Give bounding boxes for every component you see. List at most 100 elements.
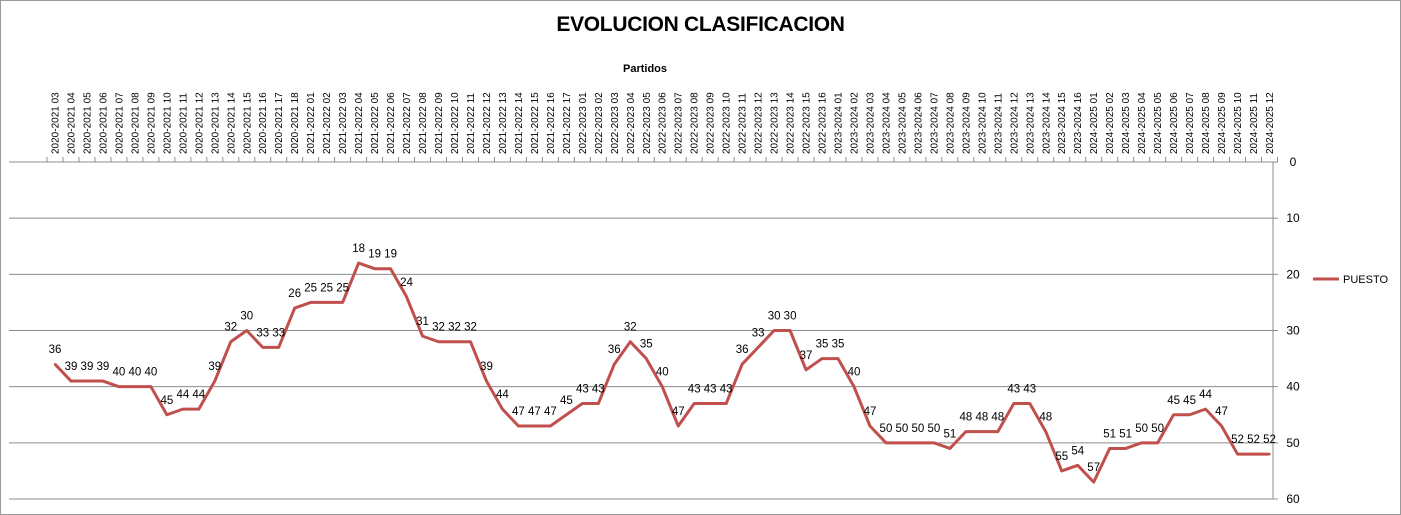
data-point xyxy=(309,301,312,304)
data-point xyxy=(1252,452,1255,456)
data-label: 43 xyxy=(704,384,717,396)
data-label: 25 xyxy=(336,282,349,294)
data-label: 52 xyxy=(1263,434,1276,446)
data-label: 44 xyxy=(496,389,509,401)
x-tick-label: 2020-2021 05 xyxy=(82,92,93,154)
x-tick-label: 2020-2021 06 xyxy=(98,92,109,154)
y-tick-label-10: 10 xyxy=(1286,211,1300,225)
x-tick-label: 2024-2025 10 xyxy=(1233,92,1244,154)
data-label: 19 xyxy=(384,249,397,261)
x-tick-label: 2022-2023 07 xyxy=(674,92,685,154)
x-tick-label: 2020-2021 18 xyxy=(290,92,301,154)
x-tick-label: 2022-2023 16 xyxy=(818,92,829,154)
y-tick-label-40: 40 xyxy=(1286,380,1300,394)
data-point xyxy=(101,379,105,383)
data-label: 32 xyxy=(464,322,477,334)
data-point xyxy=(453,340,456,343)
data-label: 24 xyxy=(400,277,413,289)
data-point xyxy=(197,407,201,411)
x-tick-label: 2022-2023 05 xyxy=(642,92,653,154)
data-point xyxy=(1092,480,1095,484)
data-point xyxy=(181,407,185,411)
data-label: 32 xyxy=(432,322,445,334)
data-label: 30 xyxy=(768,311,781,323)
data-point xyxy=(325,301,328,304)
data-point xyxy=(708,402,712,405)
x-tick-label: 2021-2022 08 xyxy=(418,92,429,154)
data-point xyxy=(852,385,856,388)
data-label: 31 xyxy=(416,316,429,328)
x-tick-label: 2023-2024 10 xyxy=(977,92,988,154)
data-label: 39 xyxy=(97,361,110,373)
data-point xyxy=(117,385,121,388)
data-label: 47 xyxy=(672,406,685,418)
x-tick-label: 2023-2024 15 xyxy=(1057,92,1068,154)
data-point xyxy=(820,357,824,360)
data-point xyxy=(916,441,920,445)
data-point xyxy=(485,379,488,383)
x-tick-label: 2022-2023 12 xyxy=(754,92,765,154)
data-point xyxy=(804,368,808,372)
data-label: 50 xyxy=(880,423,893,435)
x-tick-label: 2020-2021 12 xyxy=(194,92,205,154)
data-point xyxy=(1204,407,1207,411)
data-label: 43 xyxy=(1007,384,1020,396)
x-tick-label: 2023-2024 06 xyxy=(913,92,924,154)
data-point xyxy=(389,267,392,270)
data-label: 39 xyxy=(65,361,78,373)
x-tick-label: 2023-2024 11 xyxy=(993,93,1004,154)
data-point xyxy=(900,441,904,445)
data-point xyxy=(1060,469,1063,473)
data-label: 32 xyxy=(224,322,237,334)
x-tick-label: 2020-2021 09 xyxy=(146,92,157,154)
x-tick-label: 2024-2025 06 xyxy=(1169,92,1180,154)
x-tick-label: 2021-2022 10 xyxy=(450,92,461,154)
data-point xyxy=(565,413,568,416)
data-label: 40 xyxy=(656,367,669,379)
x-tick-label: 2022-2023 06 xyxy=(658,92,669,154)
data-point xyxy=(1012,402,1015,405)
x-tick-label: 2023-2024 02 xyxy=(850,92,861,154)
data-label: 36 xyxy=(736,344,749,356)
data-label: 26 xyxy=(288,288,301,300)
data-point xyxy=(996,430,1000,433)
data-point xyxy=(868,424,872,428)
data-label: 50 xyxy=(912,423,925,435)
data-point xyxy=(677,424,680,428)
data-label: 39 xyxy=(480,361,493,373)
data-label: 32 xyxy=(624,322,637,334)
data-label: 43 xyxy=(720,384,733,396)
y-tick-label-20: 20 xyxy=(1286,267,1300,281)
data-label: 19 xyxy=(368,249,381,261)
data-point xyxy=(932,441,936,445)
data-point xyxy=(261,346,264,349)
x-tick-label: 2022-2023 09 xyxy=(706,92,717,154)
data-label: 50 xyxy=(1135,423,1148,435)
data-label: 30 xyxy=(784,311,797,323)
x-tick-label: 2020-2021 10 xyxy=(162,92,173,154)
x-tick-label: 2022-2023 13 xyxy=(770,92,781,154)
data-label: 43 xyxy=(592,384,605,396)
x-tick-label: 2024-2025 12 xyxy=(1265,92,1276,154)
data-label: 44 xyxy=(192,389,205,401)
x-tick-label: 2021-2022 12 xyxy=(482,92,493,154)
data-label: 18 xyxy=(352,243,365,255)
data-label: 35 xyxy=(640,339,653,351)
x-tick-label: 2024-2025 03 xyxy=(1121,92,1132,154)
data-label: 45 xyxy=(1183,395,1196,407)
x-tick-label: 2023-2024 05 xyxy=(897,92,908,154)
data-point xyxy=(581,402,584,405)
data-label: 32 xyxy=(448,322,461,334)
data-label: 35 xyxy=(816,339,829,351)
x-tick-label: 2023-2024 01 xyxy=(834,92,845,154)
x-tick-label: 2022-2023 10 xyxy=(722,92,733,154)
x-tick-label: 2022-2023 03 xyxy=(610,92,621,154)
data-label: 48 xyxy=(991,412,1004,424)
x-tick-label: 2023-2024 13 xyxy=(1025,92,1036,154)
data-point xyxy=(149,385,153,388)
x-tick-label: 2021-2022 15 xyxy=(530,92,541,154)
data-point xyxy=(724,402,728,405)
data-label: 36 xyxy=(49,344,62,356)
